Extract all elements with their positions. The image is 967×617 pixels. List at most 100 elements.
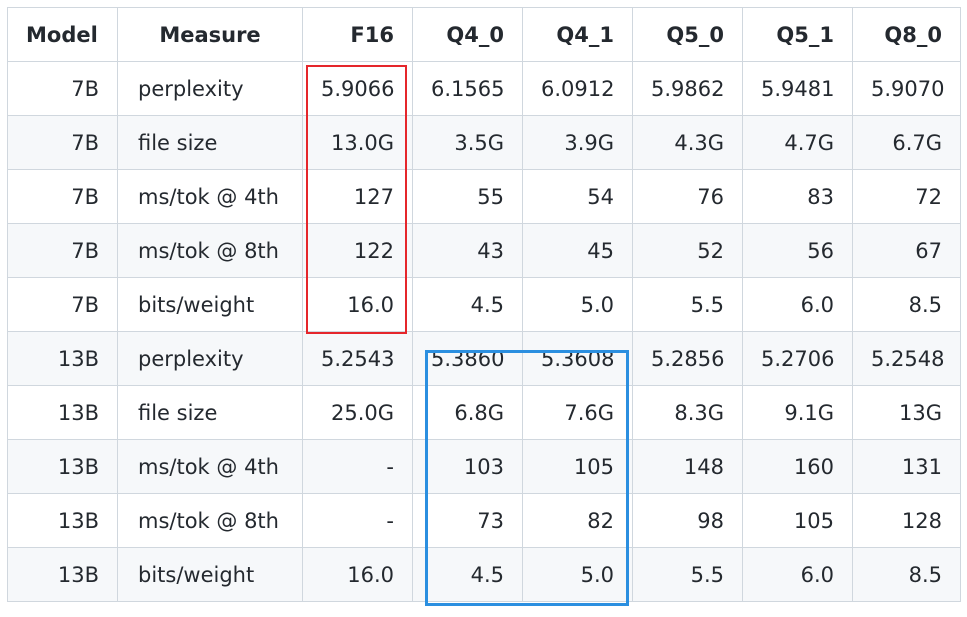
table-row: 7B perplexity 5.9066 6.1565 6.0912 5.9862 5.94… <box>7 61 961 116</box>
cell-q5-1: 5.2706 <box>742 331 853 386</box>
cell-q8-0: 131 <box>852 439 961 494</box>
cell-f16: 13.0G <box>302 115 413 170</box>
cell-f16: - <box>302 439 413 494</box>
cell-q4-0: 43 <box>412 223 523 278</box>
table-row: 7B bits/weight 16.0 4.5 5.0 5.5 6.0 8.5 <box>7 277 961 332</box>
cell-q4-0: 73 <box>412 493 523 548</box>
cell-q5-0: 5.2856 <box>632 331 743 386</box>
table-container: Model Measure F16 Q4_0 Q4_1 Q5_0 Q5_1 Q8… <box>7 7 961 606</box>
header-q8-0: Q8_0 <box>852 7 961 62</box>
cell-q4-1: 45 <box>522 223 633 278</box>
cell-q4-0: 4.5 <box>412 547 523 602</box>
cell-f16: 127 <box>302 169 413 224</box>
cell-model: 13B <box>7 331 118 386</box>
cell-q5-1: 6.0 <box>742 547 853 602</box>
cell-model: 7B <box>7 223 118 278</box>
cell-q5-0: 148 <box>632 439 743 494</box>
cell-q4-1: 54 <box>522 169 633 224</box>
cell-measure: file size <box>117 115 303 170</box>
cell-f16: 5.2543 <box>302 331 413 386</box>
cell-q8-0: 8.5 <box>852 547 961 602</box>
table-row: 13B ms/tok @ 4th -103 105 148 160 131 <box>7 439 961 494</box>
cell-measure: perplexity <box>117 331 303 386</box>
cell-model: 13B <box>7 547 118 602</box>
cell-measure: ms/tok @ 8th <box>117 223 303 278</box>
cell-q8-0: 128 <box>852 493 961 548</box>
table-row: 13B file size 25.0G 6.8G 7.6G 8.3G 9.1G 13G <box>7 385 961 440</box>
header-q5-0: Q5_0 <box>632 7 743 62</box>
header-q5-1: Q5_1 <box>742 7 853 62</box>
quantization-comparison-table: Model Measure F16 Q4_0 Q4_1 Q5_0 Q5_1 Q8… <box>7 7 961 602</box>
cell-q4-0: 5.3860 <box>412 331 523 386</box>
cell-q5-1: 160 <box>742 439 853 494</box>
cell-q4-0: 6.1565 <box>412 61 523 116</box>
cell-q5-0: 5.5 <box>632 277 743 332</box>
cell-q5-0: 98 <box>632 493 743 548</box>
cell-q5-0: 76 <box>632 169 743 224</box>
cell-q4-1: 5.0 <box>522 547 633 602</box>
cell-q4-1: 5.0 <box>522 277 633 332</box>
cell-q5-0: 5.9862 <box>632 61 743 116</box>
cell-q5-1: 56 <box>742 223 853 278</box>
cell-model: 13B <box>7 493 118 548</box>
cell-q8-0: 8.5 <box>852 277 961 332</box>
header-q4-0: Q4_0 <box>412 7 523 62</box>
cell-q8-0: 5.9070 <box>852 61 961 116</box>
cell-q8-0: 5.2548 <box>852 331 961 386</box>
cell-q5-1: 4.7G <box>742 115 853 170</box>
cell-q4-1: 7.6G <box>522 385 633 440</box>
cell-q5-0: 52 <box>632 223 743 278</box>
cell-f16: 5.9066 <box>302 61 413 116</box>
cell-q8-0: 72 <box>852 169 961 224</box>
cell-model: 13B <box>7 439 118 494</box>
table-row: 7B ms/tok @ 4th 127 55 54 76 83 72 <box>7 169 961 224</box>
cell-q5-1: 5.9481 <box>742 61 853 116</box>
cell-q8-0: 67 <box>852 223 961 278</box>
cell-model: 7B <box>7 61 118 116</box>
table-row: 7B file size 13.0G 3.5G 3.9G 4.3G 4.7G 6.7G <box>7 115 961 170</box>
cell-q5-0: 8.3G <box>632 385 743 440</box>
cell-f16: 16.0 <box>302 547 413 602</box>
table-body: 7B perplexity 5.9066 6.1565 6.0912 5.9862 5.94… <box>7 61 961 602</box>
cell-measure: file size <box>117 385 303 440</box>
cell-q5-1: 9.1G <box>742 385 853 440</box>
cell-model: 7B <box>7 169 118 224</box>
cell-q4-0: 55 <box>412 169 523 224</box>
cell-q4-0: 6.8G <box>412 385 523 440</box>
table-row: 13B perplexity 5.2543 5.3860 5.3608 5.2856 5.2… <box>7 331 961 386</box>
cell-q4-1: 105 <box>522 439 633 494</box>
cell-q4-1: 6.0912 <box>522 61 633 116</box>
cell-q8-0: 6.7G <box>852 115 961 170</box>
cell-q4-0: 3.5G <box>412 115 523 170</box>
header-model: Model <box>7 7 118 62</box>
table-header: Model Measure F16 Q4_0 Q4_1 Q5_0 Q5_1 Q8… <box>7 7 961 62</box>
cell-model: 7B <box>7 115 118 170</box>
cell-q5-1: 6.0 <box>742 277 853 332</box>
cell-q4-1: 82 <box>522 493 633 548</box>
cell-measure: ms/tok @ 4th <box>117 169 303 224</box>
cell-q4-1: 5.3608 <box>522 331 633 386</box>
header-f16: F16 <box>302 7 413 62</box>
cell-q8-0: 13G <box>852 385 961 440</box>
cell-measure: ms/tok @ 8th <box>117 493 303 548</box>
table-row: 13B bits/weight 16.0 4.5 5.0 5.5 6.0 8.5 <box>7 547 961 602</box>
cell-measure: perplexity <box>117 61 303 116</box>
cell-q5-1: 83 <box>742 169 853 224</box>
cell-q5-0: 4.3G <box>632 115 743 170</box>
cell-model: 13B <box>7 385 118 440</box>
cell-q5-0: 5.5 <box>632 547 743 602</box>
table-row: 13B ms/tok @ 8th -73 82 98 105 128 <box>7 493 961 548</box>
cell-q4-0: 4.5 <box>412 277 523 332</box>
header-row: Model Measure F16 Q4_0 Q4_1 Q5_0 Q5_1 Q8… <box>7 7 961 62</box>
cell-f16: - <box>302 493 413 548</box>
cell-measure: bits/weight <box>117 547 303 602</box>
cell-f16: 25.0G <box>302 385 413 440</box>
table-row: 7B ms/tok @ 8th 122 43 45 52 56 67 <box>7 223 961 278</box>
header-q4-1: Q4_1 <box>522 7 633 62</box>
cell-f16: 16.0 <box>302 277 413 332</box>
cell-measure: ms/tok @ 4th <box>117 439 303 494</box>
cell-q5-1: 105 <box>742 493 853 548</box>
cell-q4-1: 3.9G <box>522 115 633 170</box>
cell-f16: 122 <box>302 223 413 278</box>
cell-q4-0: 103 <box>412 439 523 494</box>
